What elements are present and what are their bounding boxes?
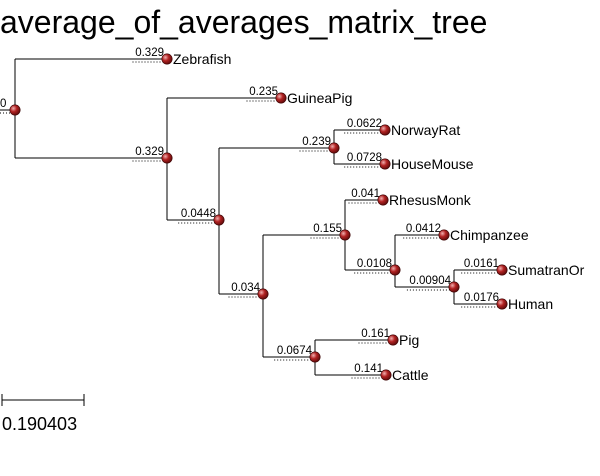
tree-labels: 0 0.329 Zebrafish 0.329 0.235 GuineaPig 0.0448… [0,47,585,383]
branch-length-rhesusmonk: 0.041 [351,188,380,200]
internal-node-n3 [328,142,340,154]
internal-node-n5 [339,229,351,241]
branch-length-guineapig: 0.235 [249,86,278,98]
branch-length-norwayrat: 0.0622 [347,118,382,130]
branch-length-housemouse: 0.0728 [347,152,382,164]
branch-length-root: 0 [0,98,6,110]
leaf-label-cattle: Cattle [392,367,429,383]
leaf-label-housemouse: HouseMouse [391,156,474,172]
leaf-label-zebrafish: Zebrafish [173,51,231,67]
leaf-node-norwayrat [379,124,391,136]
leaf-node-human [496,298,508,310]
tree-title: average_of_averages_matrix_tree [0,4,487,40]
leaf-label-guineapig: GuineaPig [287,90,352,106]
branch-length-n8: 0.0674 [277,345,313,357]
branch-length-zebrafish: 0.329 [135,47,164,59]
leaf-node-cattle [380,369,392,381]
scale-bar-label: 0.190403 [2,414,77,434]
leaf-node-chimpanzee [438,229,450,241]
internal-node-root [9,104,21,116]
leaf-label-human: Human [508,296,553,312]
leaf-node-zebrafish [161,53,173,65]
leaf-label-rhesusmonk: RhesusMonk [389,192,472,208]
branch-length-n3: 0.239 [302,136,331,148]
leaf-label-norwayrat: NorwayRat [391,122,460,138]
branch-length-n4: 0.034 [231,282,260,294]
branch-length-n1: 0.329 [135,146,164,158]
branch-length-n5: 0.155 [313,223,342,235]
leaf-node-rhesusmonk [377,194,389,206]
leaf-node-pig [387,334,399,346]
leaf-label-pig: Pig [399,332,419,348]
leaf-node-guineapig [275,92,287,104]
branch-length-n7: 0.00904 [409,275,451,287]
internal-node-n4 [257,288,269,300]
branch-length-n2: 0.0448 [181,208,216,220]
leaf-label-sumatranor: SumatranOr [508,262,585,278]
branch-length-human: 0.0176 [464,292,499,304]
internal-node-n7 [448,281,460,293]
leaf-label-chimpanzee: Chimpanzee [450,227,529,243]
tree-nodes [9,53,508,381]
branch-length-cattle: 0.141 [354,363,383,375]
leaf-node-housemouse [379,158,391,170]
internal-node-n2 [213,214,225,226]
internal-node-n1 [161,152,173,164]
scale-bar: 0.190403 [1,394,85,434]
branch-length-pig: 0.161 [361,328,390,340]
branch-length-sumatranor: 0.0161 [464,258,499,270]
branch-length-n6: 0.0108 [357,258,392,270]
internal-node-n8 [309,351,321,363]
leaf-node-sumatranor [496,264,508,276]
internal-node-n6 [389,264,401,276]
branch-length-chimpanzee: 0.0412 [406,223,441,235]
tree-edges [0,58,502,379]
